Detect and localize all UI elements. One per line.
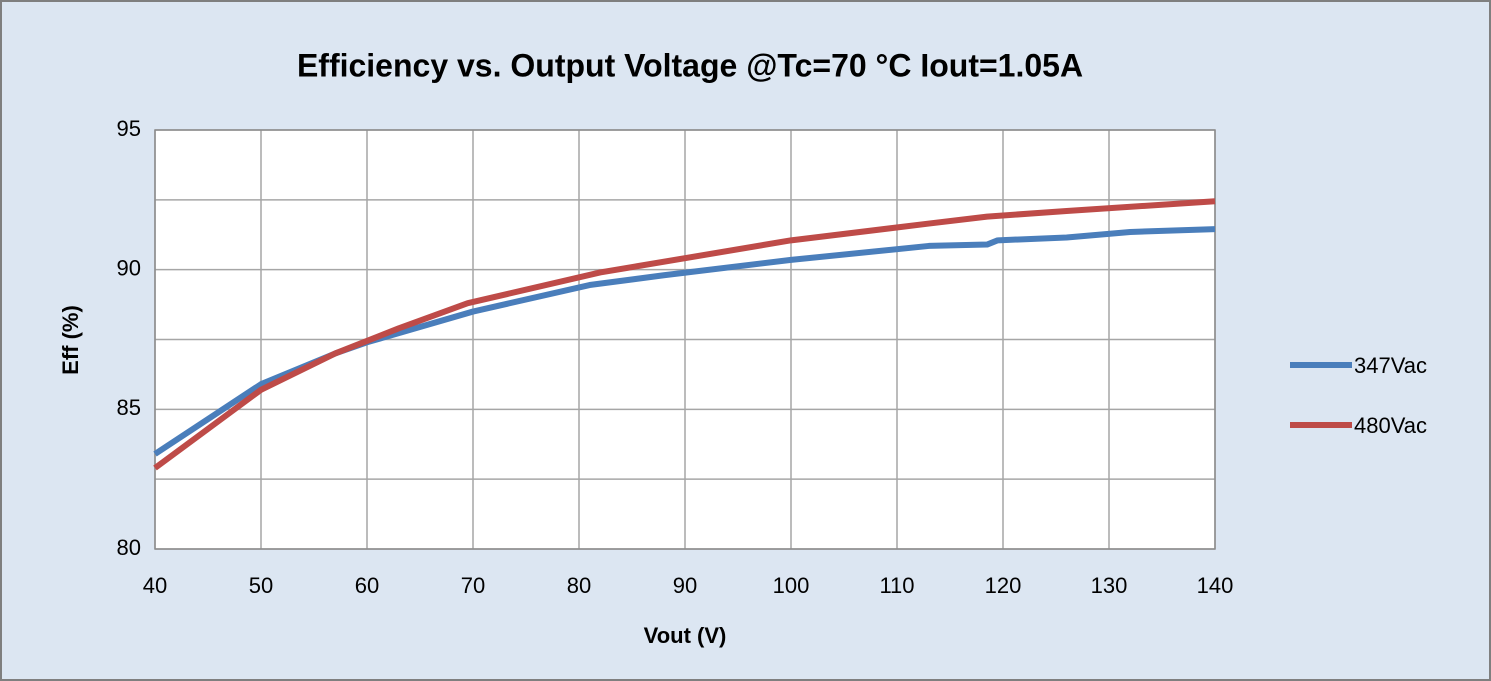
x-tick-label: 140 xyxy=(1197,573,1234,598)
legend-label: 480Vac xyxy=(1354,413,1427,438)
x-tick-label: 100 xyxy=(773,573,810,598)
x-tick-label: 110 xyxy=(879,573,914,598)
plot-border xyxy=(154,129,1216,550)
x-tick-label: 120 xyxy=(985,573,1022,598)
x-tick-label: 80 xyxy=(567,573,591,598)
y-tick-label: 90 xyxy=(117,255,141,280)
x-tick-label: 60 xyxy=(355,573,379,598)
x-tick-label: 40 xyxy=(143,573,167,598)
y-axis-title: Eff (%) xyxy=(58,305,83,375)
chart-title: Efficiency vs. Output Voltage @Tc=70 °C … xyxy=(297,47,1083,83)
x-tick-label: 70 xyxy=(461,573,485,598)
x-axis-title: Vout (V) xyxy=(644,623,727,648)
x-tick-label: 50 xyxy=(249,573,273,598)
x-tick-label: 90 xyxy=(673,573,697,598)
legend-label: 347Vac xyxy=(1354,353,1427,378)
y-tick-label: 80 xyxy=(117,535,141,560)
y-tick-label: 95 xyxy=(117,116,141,141)
x-tick-label: 130 xyxy=(1091,573,1128,598)
y-tick-label: 85 xyxy=(117,395,141,420)
line-series xyxy=(153,198,1216,471)
